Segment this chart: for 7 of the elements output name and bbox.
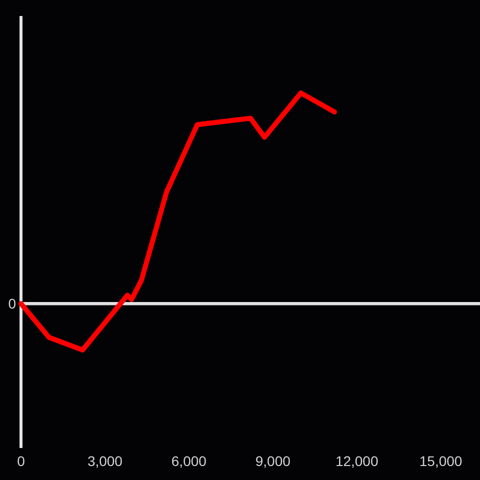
ref-line-label: 0 <box>8 296 16 312</box>
x-tick-label: 12,000 <box>335 453 378 469</box>
x-tick-label: 3,000 <box>87 453 123 469</box>
x-tick-label: 15,000 <box>419 453 462 469</box>
x-tick-label: 6,000 <box>171 453 207 469</box>
x-tick-label: 9,000 <box>255 453 291 469</box>
x-tick-label: 0 <box>17 453 26 469</box>
